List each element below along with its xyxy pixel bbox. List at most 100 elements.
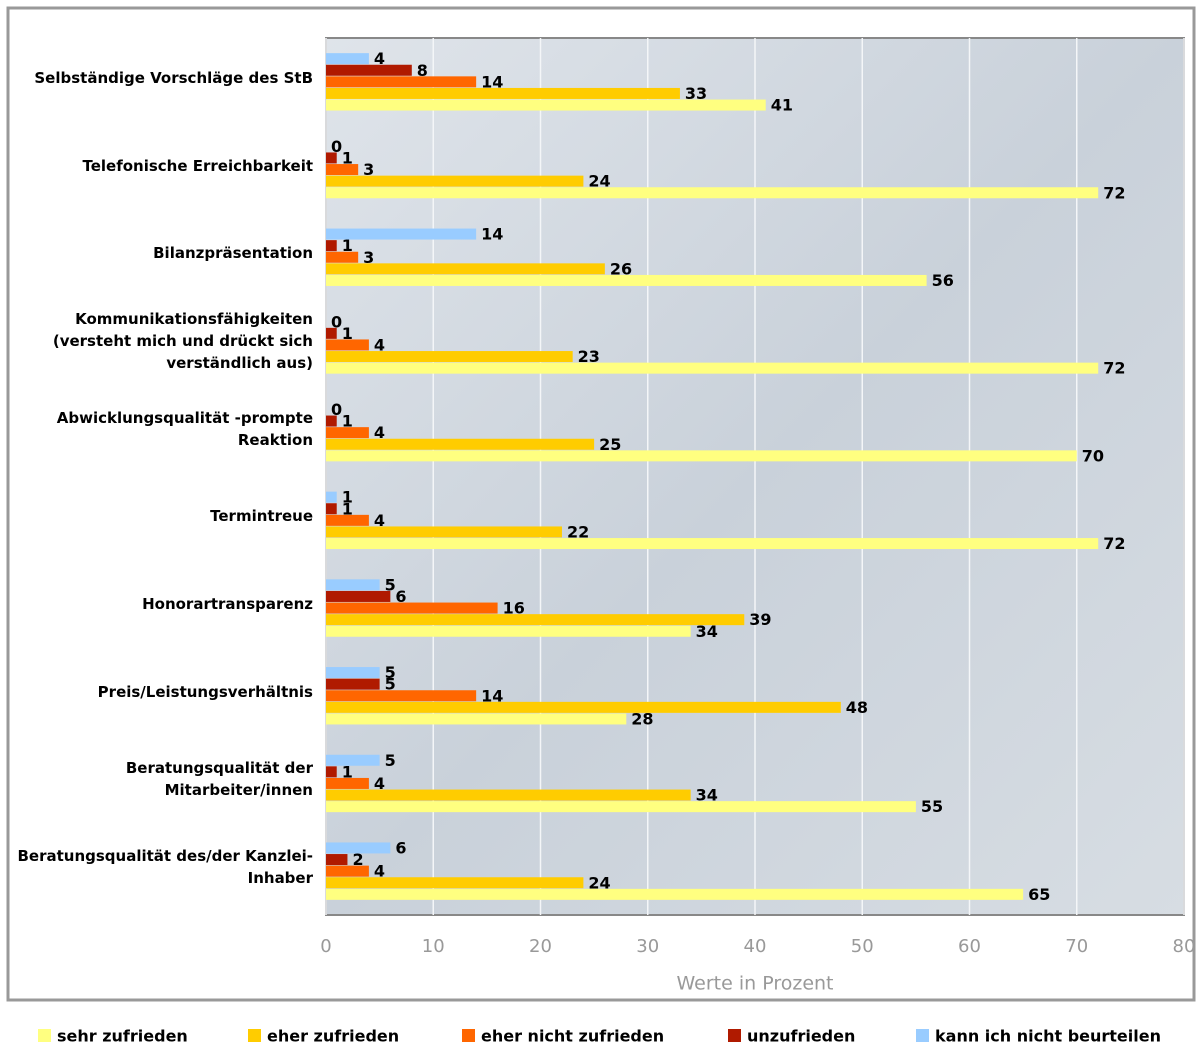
bar: [326, 801, 916, 813]
bar: [326, 274, 927, 286]
value-label: 16: [503, 599, 525, 618]
legend-label: sehr zufrieden: [57, 1027, 188, 1046]
bar: [326, 538, 1099, 550]
bar: [326, 228, 477, 240]
category-label: Preis/Leistungsverhältnis: [97, 682, 313, 701]
bar: [326, 327, 337, 339]
legend-label: kann ich nicht beurteilen: [935, 1027, 1161, 1046]
bar: [326, 614, 745, 626]
value-label: 33: [685, 84, 707, 103]
value-label: 1: [342, 488, 353, 507]
value-label: 0: [331, 400, 342, 419]
bar: [326, 450, 1077, 462]
bar: [326, 187, 1099, 199]
value-label: 22: [567, 522, 589, 541]
bar: [326, 754, 380, 766]
value-label: 3: [363, 248, 374, 267]
bar: [326, 415, 337, 427]
value-label: 4: [374, 511, 385, 530]
x-tick-label: 60: [958, 936, 981, 957]
x-tick-label: 70: [1065, 936, 1088, 957]
value-label: 34: [696, 786, 718, 805]
value-label: 39: [749, 610, 771, 629]
legend-swatch: [728, 1029, 741, 1042]
bar: [326, 854, 348, 866]
bar: [326, 351, 573, 363]
value-label: 26: [610, 259, 632, 278]
category-label: Beratungsqualität der Mitarbeiter/innen: [125, 759, 313, 800]
value-label: 41: [771, 96, 793, 115]
legend-swatch: [916, 1029, 929, 1042]
value-label: 1: [342, 762, 353, 781]
value-label: 1: [342, 412, 353, 431]
x-tick-label: 40: [744, 936, 767, 957]
bar: [326, 251, 359, 263]
value-label: 4: [374, 862, 385, 881]
bar: [326, 766, 337, 778]
category-label: Beratungsqualität des/der Kanzlei-Inhabe…: [17, 847, 313, 888]
value-label: 4: [374, 335, 385, 354]
value-label: 1: [342, 236, 353, 255]
value-label: 55: [921, 797, 943, 816]
value-label: 72: [1103, 183, 1125, 202]
bar: [326, 842, 391, 854]
value-label: 4: [374, 423, 385, 442]
value-label: 70: [1082, 446, 1104, 465]
value-label: 24: [588, 873, 610, 892]
bar: [326, 777, 369, 789]
bar: [326, 87, 680, 99]
category-label: Honorartransparenz: [142, 595, 313, 614]
value-label: 48: [846, 698, 868, 717]
bar: [326, 678, 380, 690]
legend-label: eher nicht zufrieden: [481, 1027, 664, 1046]
legend-swatch: [38, 1029, 51, 1042]
x-tick-label: 0: [320, 936, 331, 957]
legend-label: unzufrieden: [747, 1027, 855, 1046]
bar: [326, 362, 1099, 374]
bar: [326, 175, 584, 187]
value-label: 23: [578, 347, 600, 366]
bar: [326, 438, 595, 450]
bar: [326, 579, 380, 591]
bar: [326, 64, 412, 76]
value-label: 25: [599, 435, 621, 454]
bar: [326, 602, 498, 614]
value-label: 65: [1028, 885, 1050, 904]
value-label: 5: [385, 675, 396, 694]
frame: [6, 6, 1196, 1002]
value-label: 0: [331, 137, 342, 156]
value-label: 24: [588, 172, 610, 191]
x-tick-label: 20: [529, 936, 552, 957]
value-label: 28: [631, 709, 653, 728]
bar: [326, 514, 369, 526]
bar: [326, 713, 627, 725]
x-tick-label: 10: [422, 936, 445, 957]
value-label: 56: [932, 271, 954, 290]
category-label: Bilanzpräsentation: [153, 244, 313, 263]
value-label: 0: [331, 312, 342, 331]
value-label: 14: [481, 686, 503, 705]
value-label: 1: [342, 499, 353, 518]
value-label: 34: [696, 622, 718, 641]
category-label: Termintreue: [210, 507, 313, 526]
legend-swatch: [248, 1029, 261, 1042]
value-label: 72: [1103, 359, 1125, 378]
value-label: 72: [1103, 534, 1125, 553]
value-label: 14: [481, 72, 503, 91]
bar: [326, 76, 477, 88]
value-label: 4: [374, 774, 385, 793]
bar: [326, 877, 584, 889]
bar: [326, 503, 337, 515]
bar: [326, 263, 605, 275]
category-label: Abwicklungsqualität -prompte Reaktion: [56, 408, 313, 449]
bar: [326, 590, 391, 602]
bar: [326, 690, 477, 702]
value-label: 5: [385, 751, 396, 770]
legend-swatch: [462, 1029, 475, 1042]
bar: [326, 99, 766, 111]
bar: [326, 339, 369, 351]
bar: [326, 625, 691, 637]
value-label: 6: [395, 587, 406, 606]
value-label: 3: [363, 160, 374, 179]
